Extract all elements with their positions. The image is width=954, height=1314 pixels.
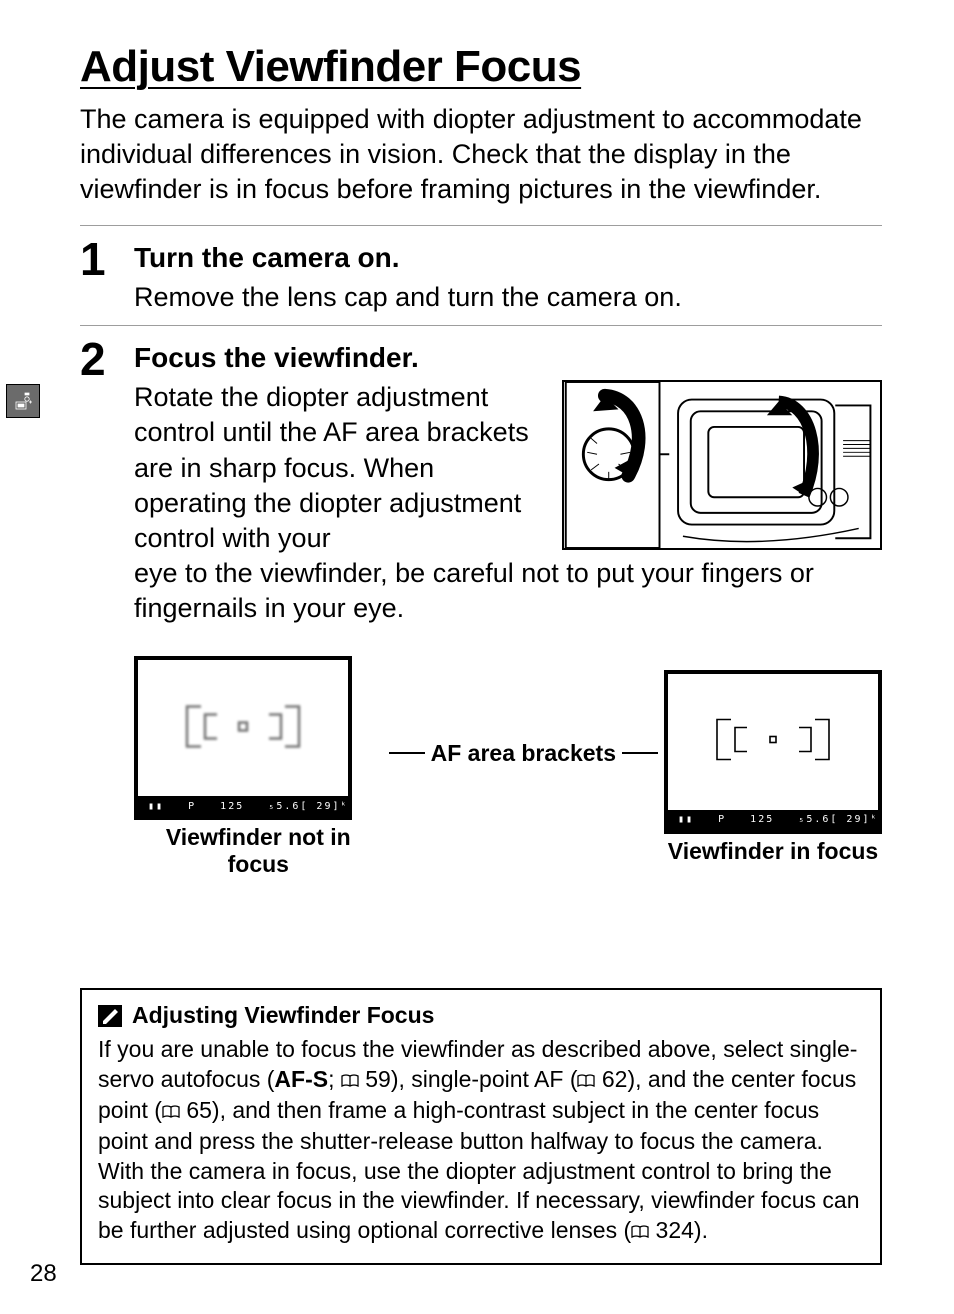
camera-diopter-illustration	[562, 380, 882, 550]
step-text: Rotate the diopter adjustment control un…	[134, 380, 542, 555]
page-ref-icon	[341, 1066, 359, 1096]
divider	[80, 225, 882, 226]
note-text: 324).	[649, 1217, 708, 1243]
note-body: If you are unable to focus the viewfinde…	[98, 1035, 864, 1247]
step-text: Remove the lens cap and turn the camera …	[134, 280, 882, 315]
lcd-text: [ 29]ᵏ	[300, 801, 348, 812]
note-text: ;	[328, 1066, 341, 1092]
caption: Viewfinder not in focus	[134, 824, 383, 878]
step-1: 1 Turn the camera on. Remove the lens ca…	[80, 236, 882, 315]
page-ref-icon	[577, 1066, 595, 1096]
section-tab-icon	[6, 384, 40, 418]
viewfinder-in-focus: ▮▮ P 125 ₅5.6 [ 29]ᵏ Viewfinder in focus	[664, 670, 882, 865]
lcd-text: ▮▮ P 125 ₅5.6	[678, 814, 830, 825]
page-ref-icon	[631, 1217, 649, 1247]
note-text: 59), single-point AF (	[359, 1066, 578, 1092]
step-heading: Turn the camera on.	[134, 242, 882, 274]
af-mode-label: AF-S	[274, 1066, 328, 1092]
intro-paragraph: The camera is equipped with diopter adju…	[80, 102, 882, 207]
lcd-text: [ 29]ᵏ	[830, 814, 878, 825]
page-ref-icon	[162, 1097, 180, 1127]
lcd-text: ▮▮ P 125 ₅5.6	[148, 801, 300, 812]
page-title: Adjust Viewfinder Focus	[80, 42, 882, 92]
step-number: 2	[80, 336, 116, 878]
caption: Viewfinder in focus	[664, 838, 882, 865]
note-text: 65), and then frame a high-contrast subj…	[98, 1097, 860, 1244]
step-number: 1	[80, 236, 116, 315]
note-heading: Adjusting Viewfinder Focus	[132, 1002, 434, 1029]
viewfinder-lcd-readout: ▮▮ P 125 ₅5.6 [ 29]ᵏ	[668, 810, 878, 830]
note-box: Adjusting Viewfinder Focus If you are un…	[80, 988, 882, 1265]
pencil-note-icon	[98, 1005, 122, 1027]
label-text: AF area brackets	[431, 740, 616, 767]
step-2: 2 Focus the viewfinder. Rotate the diopt…	[80, 336, 882, 878]
page-number: 28	[30, 1260, 57, 1288]
step-heading: Focus the viewfinder.	[134, 342, 882, 374]
af-brackets-label: AF area brackets	[383, 740, 664, 767]
viewfinder-not-focused: ▮▮ P 125 ₅5.6 [ 29]ᵏ Viewfinder not in f…	[134, 656, 383, 878]
step-text-continued: eye to the viewfinder, be careful not to…	[134, 556, 882, 626]
viewfinder-comparison: ▮▮ P 125 ₅5.6 [ 29]ᵏ Viewfinder not in f…	[134, 656, 882, 878]
divider	[80, 325, 882, 326]
viewfinder-lcd-readout: ▮▮ P 125 ₅5.6 [ 29]ᵏ	[138, 796, 348, 816]
